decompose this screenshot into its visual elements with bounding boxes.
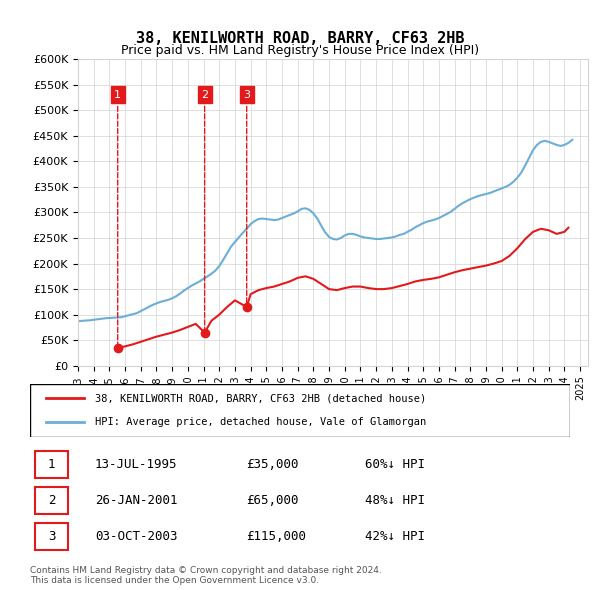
FancyBboxPatch shape — [35, 487, 68, 514]
Text: 2: 2 — [201, 90, 208, 330]
Text: 2: 2 — [48, 494, 55, 507]
Text: 1: 1 — [48, 458, 55, 471]
Text: £115,000: £115,000 — [246, 530, 306, 543]
FancyBboxPatch shape — [35, 451, 68, 478]
Text: Price paid vs. HM Land Registry's House Price Index (HPI): Price paid vs. HM Land Registry's House … — [121, 44, 479, 57]
Text: 38, KENILWORTH ROAD, BARRY, CF63 2HB (detached house): 38, KENILWORTH ROAD, BARRY, CF63 2HB (de… — [95, 394, 426, 404]
Text: £65,000: £65,000 — [246, 494, 299, 507]
Text: HPI: Average price, detached house, Vale of Glamorgan: HPI: Average price, detached house, Vale… — [95, 417, 426, 427]
FancyBboxPatch shape — [35, 523, 68, 550]
Text: 03-OCT-2003: 03-OCT-2003 — [95, 530, 178, 543]
Text: 60%↓ HPI: 60%↓ HPI — [365, 458, 425, 471]
Text: 26-JAN-2001: 26-JAN-2001 — [95, 494, 178, 507]
Text: 1: 1 — [114, 90, 121, 345]
Text: 48%↓ HPI: 48%↓ HPI — [365, 494, 425, 507]
FancyBboxPatch shape — [30, 384, 570, 437]
Text: 13-JUL-1995: 13-JUL-1995 — [95, 458, 178, 471]
Text: 3: 3 — [243, 90, 250, 304]
Text: £35,000: £35,000 — [246, 458, 299, 471]
Text: Contains HM Land Registry data © Crown copyright and database right 2024.
This d: Contains HM Land Registry data © Crown c… — [30, 566, 382, 585]
Text: 42%↓ HPI: 42%↓ HPI — [365, 530, 425, 543]
Text: 3: 3 — [48, 530, 55, 543]
Text: 38, KENILWORTH ROAD, BARRY, CF63 2HB: 38, KENILWORTH ROAD, BARRY, CF63 2HB — [136, 31, 464, 46]
